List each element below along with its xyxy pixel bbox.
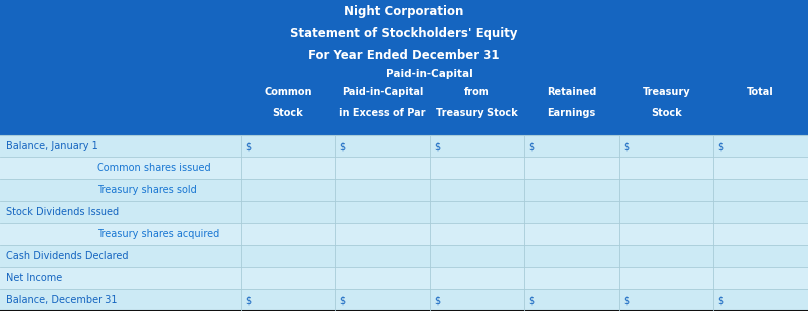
Text: $: $ bbox=[245, 141, 251, 151]
Text: Treasury: Treasury bbox=[642, 87, 690, 97]
Text: $: $ bbox=[339, 295, 346, 305]
Bar bbox=[0, 245, 808, 267]
Text: $: $ bbox=[718, 141, 724, 151]
Text: Paid-in-Capital: Paid-in-Capital bbox=[386, 69, 473, 79]
Text: Retained: Retained bbox=[547, 87, 596, 97]
Text: Cash Dividends Declared: Cash Dividends Declared bbox=[6, 251, 129, 261]
Text: $: $ bbox=[245, 295, 251, 305]
Bar bbox=[0, 223, 808, 245]
Text: $: $ bbox=[434, 295, 440, 305]
Text: Stock Dividends Issued: Stock Dividends Issued bbox=[6, 207, 120, 217]
Bar bbox=[0, 157, 808, 179]
Bar bbox=[0, 201, 808, 223]
Text: Treasury shares acquired: Treasury shares acquired bbox=[97, 229, 219, 239]
Text: $: $ bbox=[718, 295, 724, 305]
Text: Common: Common bbox=[264, 87, 312, 97]
Text: Balance, December 31: Balance, December 31 bbox=[6, 295, 118, 305]
Text: from: from bbox=[465, 87, 490, 97]
Text: $: $ bbox=[339, 141, 346, 151]
Text: $: $ bbox=[528, 141, 535, 151]
Text: Net Income: Net Income bbox=[6, 273, 63, 283]
Text: Balance, January 1: Balance, January 1 bbox=[6, 141, 99, 151]
Bar bbox=[0, 267, 808, 289]
Text: in Excess of Par: in Excess of Par bbox=[339, 108, 426, 118]
Bar bbox=[0, 0, 808, 135]
Bar bbox=[0, 135, 808, 157]
Text: Night Corporation: Night Corporation bbox=[344, 5, 464, 18]
Text: Common shares issued: Common shares issued bbox=[97, 163, 211, 173]
Bar bbox=[0, 289, 808, 311]
Text: For Year Ended December 31: For Year Ended December 31 bbox=[308, 49, 500, 63]
Text: $: $ bbox=[528, 295, 535, 305]
Text: Earnings: Earnings bbox=[548, 108, 595, 118]
Text: Stock: Stock bbox=[272, 108, 304, 118]
Text: Paid-in-Capital: Paid-in-Capital bbox=[342, 87, 423, 97]
Text: $: $ bbox=[623, 295, 629, 305]
Text: $: $ bbox=[434, 141, 440, 151]
Text: Treasury Stock: Treasury Stock bbox=[436, 108, 518, 118]
Bar bbox=[0, 179, 808, 201]
Text: $: $ bbox=[623, 141, 629, 151]
Text: Stock: Stock bbox=[650, 108, 682, 118]
Text: Statement of Stockholders' Equity: Statement of Stockholders' Equity bbox=[290, 27, 518, 40]
Text: Total: Total bbox=[747, 87, 774, 97]
Text: Treasury shares sold: Treasury shares sold bbox=[97, 185, 196, 195]
